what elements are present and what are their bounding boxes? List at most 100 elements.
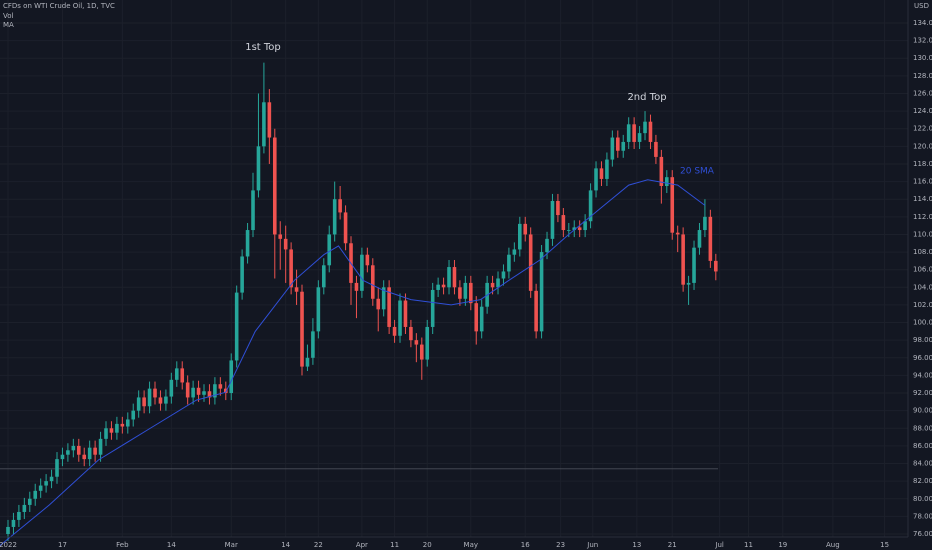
candle-body (675, 232, 680, 235)
candle-body (71, 445, 76, 451)
candle-body (621, 141, 626, 151)
x-tick-label: Apr (356, 541, 368, 549)
x-tick-label: 13 (632, 541, 641, 549)
y-tick-label: 122.00 (913, 125, 932, 133)
candle-body (501, 271, 506, 279)
candle-body (11, 519, 16, 527)
candle-body (381, 287, 386, 310)
candle-body (556, 200, 560, 216)
candle-body (463, 282, 468, 299)
y-tick-label: 76.00 (913, 530, 932, 538)
candle-body (27, 498, 32, 505)
candle-body (17, 511, 21, 520)
candle-body (528, 234, 533, 291)
chart-title: CFDs on WTI Crude Oil, 1D, TVC (3, 2, 115, 10)
candle-body (267, 102, 272, 138)
y-tick-label: 92.00 (913, 389, 932, 397)
grid (0, 0, 908, 537)
candle-body (87, 447, 92, 460)
candle-body (376, 298, 381, 310)
candle-body (147, 388, 152, 407)
candle-body (196, 387, 201, 395)
candle-body (659, 156, 664, 186)
candle-body (125, 419, 130, 427)
annotation: 20 SMA (680, 167, 715, 177)
candle-body (33, 490, 38, 499)
y-tick-label: 86.00 (913, 442, 932, 450)
candle-body (82, 454, 87, 460)
y-tick-label: 108.00 (913, 248, 932, 256)
x-tick-label: Jul (714, 541, 724, 549)
y-tick-label: 120.00 (913, 142, 932, 150)
candle-body (692, 247, 696, 283)
candle-body (104, 428, 108, 439)
candle-body (545, 238, 549, 253)
candle-body (474, 303, 479, 332)
candle-body (632, 124, 636, 142)
candle-body (616, 137, 620, 151)
candle-body (6, 526, 10, 535)
candle-body (643, 121, 647, 134)
candle-body (665, 177, 669, 186)
candle-body (681, 234, 685, 285)
candle-body (164, 396, 168, 404)
candle-body (343, 212, 348, 244)
indicator-label: Vol (3, 12, 14, 20)
candle-body (419, 344, 424, 360)
y-tick-label: 110.00 (913, 230, 932, 238)
candle-body (648, 121, 653, 142)
candle-body (240, 256, 244, 293)
candle-body (370, 265, 375, 299)
x-tick-label: 14 (281, 541, 290, 549)
candle-body (60, 454, 65, 460)
x-tick-label: 16 (521, 541, 530, 549)
x-tick-label: Feb (116, 541, 129, 549)
y-tick-label: 82.00 (913, 477, 932, 485)
candle-body (703, 216, 707, 231)
candle-body (610, 137, 615, 160)
candle-body (447, 267, 451, 288)
candle-body (588, 190, 593, 222)
candle-body (289, 249, 293, 288)
indicator-label: MA (3, 21, 14, 29)
candle-body (332, 199, 337, 235)
candle-body (262, 102, 266, 147)
x-tick-label: Jun (586, 541, 598, 549)
candle-body (229, 360, 234, 394)
annotation: 1st Top (245, 42, 281, 53)
x-tick-label: Mar (225, 541, 238, 549)
candle-body (76, 445, 81, 455)
y-tick-label: 104.00 (913, 283, 932, 291)
candle-body (507, 254, 511, 272)
candle-body (512, 249, 517, 255)
candle-body (583, 221, 587, 231)
candle-body (55, 459, 59, 477)
candle-body (409, 326, 413, 341)
candle-body (626, 124, 631, 142)
x-tick-label: 20 (423, 541, 432, 549)
y-tick-label: 128.00 (913, 72, 932, 80)
y-tick-label: 102.00 (913, 301, 932, 309)
y-tick-label: 112.00 (913, 213, 932, 221)
y-tick-label: 134.00 (913, 19, 932, 27)
y-tick-label: 90.00 (913, 407, 932, 415)
candle-body (577, 227, 582, 231)
y-tick-label: 118.00 (913, 160, 932, 168)
candle-body (305, 357, 310, 367)
candle-body (234, 292, 239, 361)
candle-body (534, 290, 538, 332)
candle-body (637, 133, 642, 142)
candle-body (458, 287, 462, 299)
candle-body (22, 504, 27, 512)
y-tick-label: 80.00 (913, 495, 932, 503)
candle-body (354, 282, 359, 291)
candle-body (697, 230, 702, 248)
candle-body (38, 485, 43, 491)
candle-body (398, 300, 402, 336)
y-tick-label: 100.00 (913, 319, 932, 327)
x-tick-label: 17 (58, 541, 67, 549)
candle-body (517, 223, 522, 250)
candle-body (479, 306, 484, 332)
axis-unit: USD (914, 2, 929, 10)
